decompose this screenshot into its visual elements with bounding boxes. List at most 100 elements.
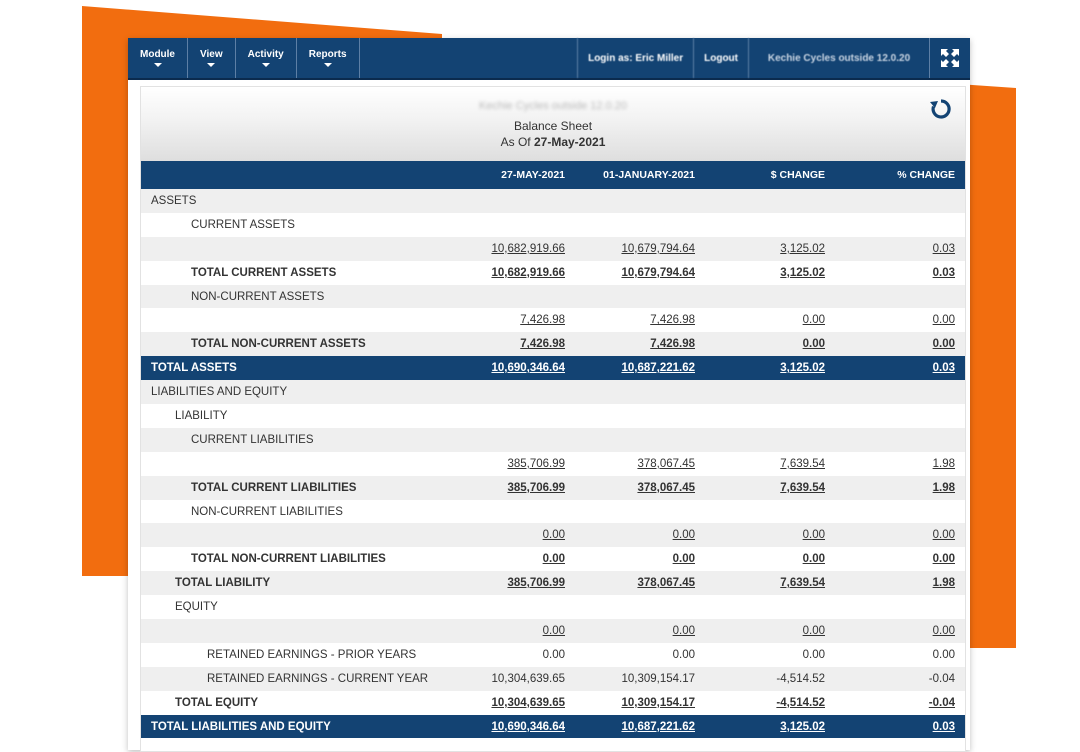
table-row: RETAINED EARNINGS - PRIOR YEARS 0.00 0.00 0… — [141, 642, 965, 667]
cell-value — [835, 284, 965, 309]
row-label: TOTAL LIABILITIES AND EQUITY — [141, 714, 445, 739]
cell-value[interactable]: 0.00 — [705, 332, 835, 357]
cell-value[interactable]: 0.00 — [575, 523, 705, 548]
cell-value[interactable]: 0.00 — [705, 523, 835, 548]
cell-value[interactable]: 1.98 — [835, 451, 965, 476]
cell-value — [445, 595, 575, 620]
cell-value[interactable]: 0.00 — [835, 332, 965, 357]
cell-value[interactable]: 10,687,221.62 — [575, 356, 705, 381]
cell-value[interactable]: 10,687,221.62 — [575, 714, 705, 739]
cell-value[interactable]: 0.00 — [705, 619, 835, 643]
menu-module-label: Module — [140, 49, 175, 60]
row-label: NON-CURRENT ASSETS — [141, 284, 445, 309]
cell-value[interactable]: 385,706.99 — [445, 475, 575, 500]
cell-value[interactable]: 378,067.45 — [575, 451, 705, 476]
table-row: NON-CURRENT LIABILITIES — [141, 499, 965, 524]
cell-value[interactable]: 10,682,919.66 — [445, 260, 575, 285]
cell-value[interactable]: 0.00 — [835, 308, 965, 333]
cell-value[interactable]: 7,639.54 — [705, 571, 835, 596]
cell-value[interactable]: 385,706.99 — [445, 451, 575, 476]
cell-value[interactable]: 3,125.02 — [705, 236, 835, 261]
cell-value[interactable]: 7,639.54 — [705, 475, 835, 500]
report-title: Balance Sheet — [513, 119, 593, 133]
column-header: $ CHANGE — [705, 161, 835, 189]
row-label: TOTAL CURRENT LIABILITIES — [141, 475, 445, 500]
table-row: EQUITY — [141, 595, 965, 620]
cell-value[interactable]: -4,514.52 — [705, 690, 835, 715]
report-panel: Kechie Cycles outside 12.0.20 Balance Sh… — [140, 86, 966, 752]
cell-value[interactable]: 7,426.98 — [445, 332, 575, 357]
cell-value[interactable]: 10,679,794.64 — [575, 236, 705, 261]
row-label: LIABILITIES AND EQUITY — [141, 380, 445, 405]
cell-value[interactable]: 1.98 — [835, 571, 965, 596]
cell-value[interactable]: 7,426.98 — [575, 332, 705, 357]
row-label: TOTAL NON-CURRENT ASSETS — [141, 332, 445, 357]
cell-value — [445, 284, 575, 309]
cell-value[interactable]: 7,426.98 — [445, 308, 575, 333]
table-row: 385,706.99 378,067.45 7,639.54 1.98 — [141, 451, 965, 476]
row-label: TOTAL NON-CURRENT LIABILITIES — [141, 547, 445, 572]
cell-value[interactable]: 3,125.02 — [705, 356, 835, 381]
menu-activity[interactable]: Activity — [236, 38, 297, 78]
cell-value[interactable]: 0.03 — [835, 356, 965, 381]
cell-value — [705, 284, 835, 309]
cell-value[interactable]: 7,426.98 — [575, 308, 705, 333]
table-row: 10,682,919.66 10,679,794.64 3,125.02 0.03 — [141, 236, 965, 261]
menu-view[interactable]: View — [188, 38, 236, 78]
row-label: TOTAL CURRENT ASSETS — [141, 260, 445, 285]
cell-value[interactable]: -0.04 — [835, 690, 965, 715]
cell-value[interactable]: 10,309,154.17 — [575, 690, 705, 715]
caret-down-icon — [153, 63, 162, 67]
fullscreen-button[interactable] — [929, 38, 970, 78]
table-row: 0.00 0.00 0.00 0.00 — [141, 523, 965, 548]
cell-value[interactable]: 385,706.99 — [445, 571, 575, 596]
table-row: RETAINED EARNINGS - CURRENT YEAR 10,304,6… — [141, 666, 965, 691]
cell-value[interactable]: 0.00 — [835, 547, 965, 572]
cell-value[interactable]: 1.98 — [835, 475, 965, 500]
cell-value[interactable]: 0.03 — [835, 260, 965, 285]
cell-value: 10,304,639.65 — [445, 666, 575, 691]
table-row: NON-CURRENT ASSETS — [141, 284, 965, 309]
row-label — [141, 236, 445, 261]
cell-value[interactable]: 378,067.45 — [575, 475, 705, 500]
grand-total-row: TOTAL LIABILITIES AND EQUITY 10,690,346.6… — [141, 714, 965, 739]
cell-value[interactable]: 3,125.02 — [705, 260, 835, 285]
cell-value[interactable]: 0.00 — [705, 308, 835, 333]
cell-value[interactable]: 10,679,794.64 — [575, 260, 705, 285]
row-label: CURRENT LIABILITIES — [141, 427, 445, 452]
cell-value — [705, 380, 835, 405]
company-selector[interactable]: Kechie Cycles outside 12.0.20 — [748, 38, 929, 78]
menu-module[interactable]: Module — [128, 38, 188, 78]
cell-value[interactable]: 0.00 — [835, 619, 965, 643]
cell-value[interactable]: 0.03 — [835, 714, 965, 739]
cell-value[interactable]: 7,639.54 — [705, 451, 835, 476]
table-row: TOTAL LIABILITY 385,706.99 378,067.45 7,639… — [141, 571, 965, 596]
cell-value — [835, 427, 965, 452]
cell-value[interactable]: 378,067.45 — [575, 571, 705, 596]
cell-value[interactable]: 0.00 — [445, 619, 575, 643]
cell-value[interactable]: 10,682,919.66 — [445, 236, 575, 261]
cell-value — [445, 499, 575, 524]
cell-value[interactable]: 0.00 — [575, 547, 705, 572]
menu-reports[interactable]: Reports — [297, 38, 360, 78]
logout-button[interactable]: Logout — [693, 38, 748, 78]
refresh-icon[interactable] — [929, 97, 953, 121]
cell-value[interactable]: 0.00 — [445, 547, 575, 572]
cell-value[interactable]: 0.00 — [575, 619, 705, 643]
cell-value[interactable]: 10,690,346.64 — [445, 356, 575, 381]
cell-value[interactable]: 0.03 — [835, 236, 965, 261]
row-label — [141, 451, 445, 476]
cell-value[interactable]: 0.00 — [445, 523, 575, 548]
expand-icon — [941, 49, 959, 67]
cell-value[interactable]: 10,304,639.65 — [445, 690, 575, 715]
cell-value: 0.00 — [835, 642, 965, 667]
table-row: CURRENT ASSETS — [141, 212, 965, 237]
cell-value[interactable]: 0.00 — [835, 523, 965, 548]
cell-value — [835, 212, 965, 237]
cell-value[interactable]: 3,125.02 — [705, 714, 835, 739]
table-row: TOTAL CURRENT LIABILITIES 385,706.99 378,0… — [141, 475, 965, 500]
cell-value[interactable]: 0.00 — [705, 547, 835, 572]
row-label — [141, 619, 445, 643]
cell-value[interactable]: 10,690,346.64 — [445, 714, 575, 739]
cell-value — [835, 404, 965, 428]
